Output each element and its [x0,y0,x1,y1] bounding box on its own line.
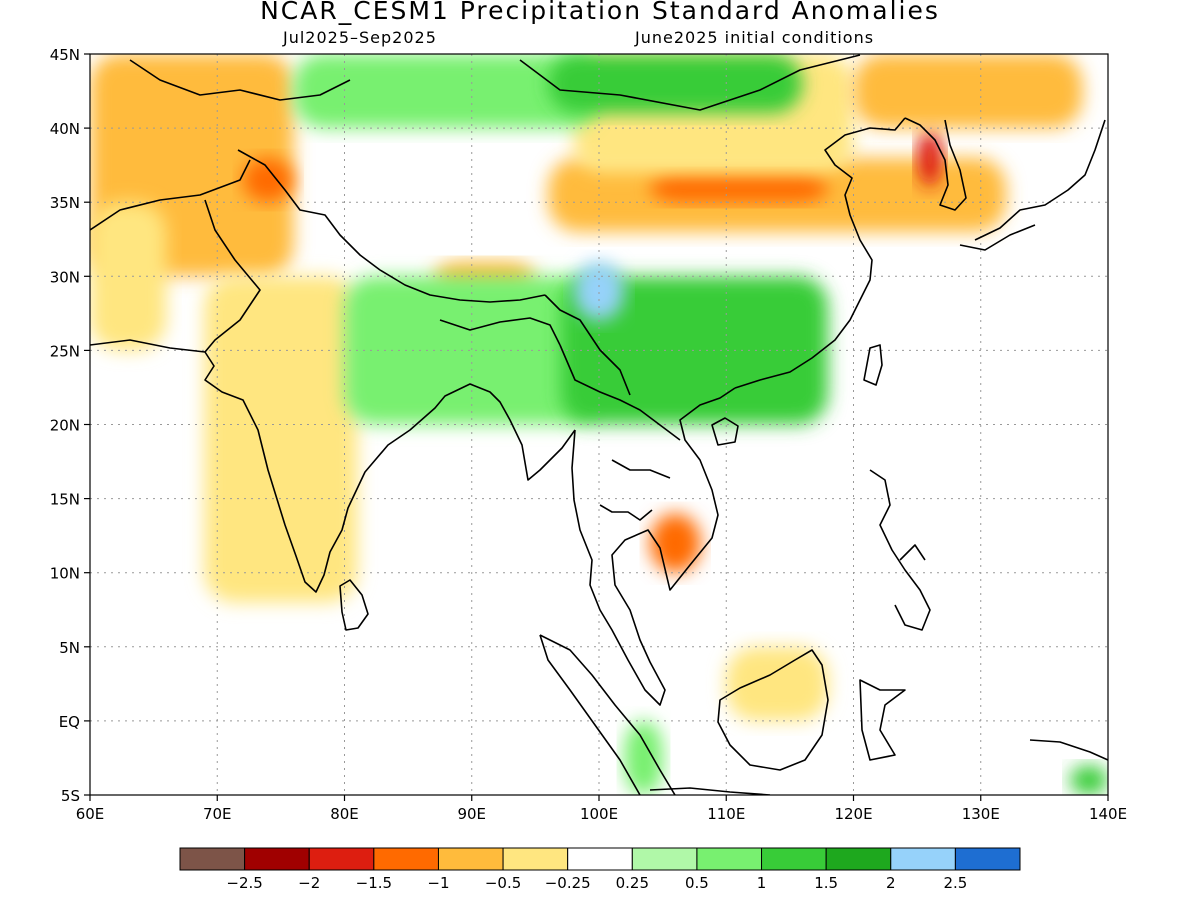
anomaly-region-14 [548,54,803,114]
lat-label: 10N [50,565,80,583]
colorbar-swatch [825,847,892,871]
colorbar-label: −1 [427,874,449,892]
colorbar-swatch [696,847,763,871]
colorbar-label: −0.5 [485,874,521,892]
colorbar-label: 0.25 [616,874,649,892]
anomaly-region-9 [853,54,1083,129]
lat-label: 30N [50,268,80,286]
lon-label: 80E [330,805,359,823]
anomaly-region-12 [573,261,625,321]
colorbar-swatch [437,847,504,871]
lon-label: 140E [1089,805,1127,823]
colorbar-swatch [890,847,956,871]
lon-label: 120E [834,805,872,823]
colorbar-label: −0.25 [545,874,591,892]
colorbar-label: −2 [298,874,320,892]
colorbar-label: 0.5 [685,874,709,892]
anomaly-region-1 [90,202,167,351]
colorbar-label: 1 [757,874,767,892]
lon-label: 130E [962,805,1000,823]
colorbar-label: 2 [886,874,896,892]
lat-label: 35N [50,194,80,212]
anomaly-region-2 [204,276,358,603]
colorbar-swatch [179,847,246,871]
colorbar-swatch [761,847,827,871]
anomaly-region-18 [1069,765,1108,795]
anomaly-region-6 [649,172,829,203]
gridlines [90,54,1108,795]
anomaly-region-10 [344,276,599,425]
lon-label: 60E [76,805,105,823]
colorbar-swatch [373,847,439,871]
lat-label: 40N [50,120,80,138]
lat-label: 15N [50,491,80,509]
map-title: NCAR_CESM1 Precipitation Standard Anomal… [260,0,940,25]
lon-label: 90E [457,805,486,823]
anomaly-region-13 [293,54,599,129]
colorbar-label: 1.5 [814,874,838,892]
initial-conditions: June2025 initial conditions [635,28,875,47]
anomaly-region-3 [242,157,294,203]
lon-label: 70E [203,805,232,823]
lon-label: 110E [707,805,745,823]
colorbar-label: 2.5 [943,874,967,892]
colorbar: −2.5 −2 −1.5 −1 −0.5 −0.25 0.25 0.5 1 1.5 2 2.5 [179,847,1021,892]
colorbar-label: −2.5 [226,874,262,892]
coastlines [90,54,1108,795]
lon-label: 100E [580,805,618,823]
colorbar-swatch [502,847,569,871]
colorbar-swatch [631,847,698,871]
lat-label: 25N [50,342,80,360]
colorbar-swatch [244,847,310,871]
lat-label: 45N [50,46,80,64]
longitude-labels: 60E 70E 80E 90E 100E 110E 120E 130E 140E [76,795,1127,823]
lat-label: EQ [59,713,80,731]
forecast-period: Jul2025–Sep2025 [283,28,437,47]
lat-label: 5S [61,787,80,805]
latitude-labels: 45N 40N 35N 30N 25N 20N 15N 10N 5N EQ 5S [50,46,90,805]
anomaly-region-16 [726,646,829,721]
lat-label: 20N [50,417,80,435]
colorbar-swatch [567,847,633,871]
colorbar-swatch [954,847,1021,871]
anomaly-region-17 [624,720,663,795]
colorbar-label: −1.5 [356,874,392,892]
lat-label: 5N [59,639,80,657]
anomaly-region-7 [917,128,943,188]
colorbar-swatch [308,847,375,871]
